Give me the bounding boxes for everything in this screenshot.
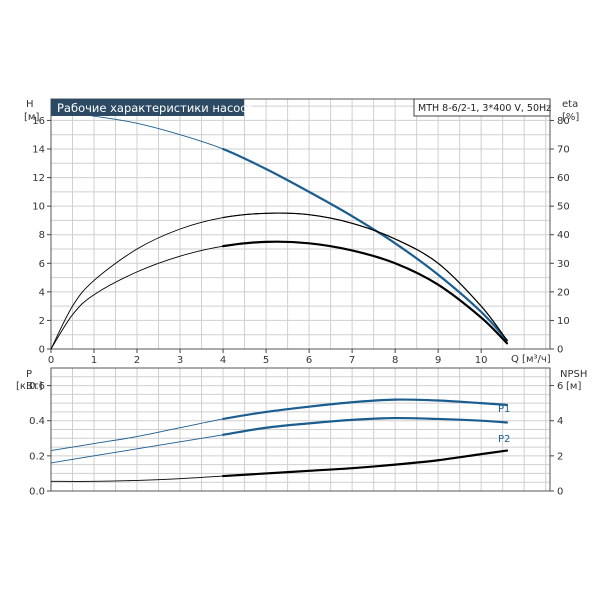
tick-label-x: 5 bbox=[263, 355, 269, 366]
tick-label-left: 10 bbox=[32, 202, 45, 213]
series-line-operating bbox=[221, 147, 509, 342]
tick-label-right: 0 bbox=[557, 345, 563, 356]
tick-label-right: 70 bbox=[557, 145, 570, 156]
tick-label-right: 50 bbox=[557, 202, 570, 213]
series-line-operating bbox=[221, 449, 509, 478]
tick-label-x: 1 bbox=[91, 355, 97, 366]
model-box bbox=[413, 98, 551, 117]
tick-label-x: 9 bbox=[435, 355, 441, 366]
chart-title-bg bbox=[51, 99, 244, 116]
tick-label-right: 80 bbox=[557, 116, 570, 127]
tick-label-right: 4 bbox=[557, 416, 563, 427]
tick-label-x: 3 bbox=[177, 355, 183, 366]
series-line-operating bbox=[222, 212, 508, 342]
tick-label-left: 0.2 bbox=[29, 451, 45, 462]
tick-label-left: 0.6 bbox=[29, 381, 45, 392]
tick-label-x: 0 bbox=[48, 355, 54, 366]
series-label-p2: P2 bbox=[498, 434, 510, 445]
tick-label-x: 6 bbox=[306, 355, 312, 366]
tick-label-right: 40 bbox=[557, 230, 570, 241]
tick-label-x: 7 bbox=[349, 355, 355, 366]
tick-label-left: 14 bbox=[32, 145, 45, 156]
y-right-unit-lower: [м] bbox=[566, 381, 581, 392]
tick-label-right: 60 bbox=[557, 173, 570, 184]
tick-label-right: 30 bbox=[557, 259, 570, 270]
series-line-operating bbox=[221, 398, 509, 421]
tick-label-left: 16 bbox=[32, 116, 45, 127]
y-right-label-upper: eta bbox=[562, 99, 578, 110]
tick-label-x: 8 bbox=[392, 355, 398, 366]
axes bbox=[47, 98, 554, 492]
tick-label-left: 6 bbox=[39, 259, 45, 270]
lower-grid bbox=[50, 367, 550, 492]
plot-frame bbox=[50, 98, 551, 350]
y-right-label-lower: NPSH bbox=[560, 369, 587, 380]
tick-label-right: 10 bbox=[557, 316, 570, 327]
tick-label-x: 4 bbox=[220, 355, 226, 366]
model-label: MTH 8-6/2-1, 3*400 V, 50Hz bbox=[418, 103, 551, 114]
tick-label-right: 0 bbox=[557, 487, 563, 498]
tick-label-x: 10 bbox=[475, 355, 488, 366]
tick-label-left: 0.4 bbox=[29, 416, 45, 427]
y-left-unit-upper: [м] bbox=[24, 112, 39, 123]
y-left-label-upper: H bbox=[26, 99, 34, 110]
y-right-unit-upper: [%] bbox=[562, 112, 579, 123]
tick-label-right: 2 bbox=[557, 451, 563, 462]
series-line-operating bbox=[221, 416, 509, 436]
tick-label-left: 0 bbox=[39, 345, 45, 356]
plot-frame bbox=[50, 367, 551, 492]
tick-label-left: 12 bbox=[32, 173, 45, 184]
y-left-unit-lower: [кВт] bbox=[16, 381, 43, 392]
curves bbox=[50, 111, 509, 482]
tick-label-x: 2 bbox=[134, 355, 140, 366]
series-label-p1: P1 bbox=[498, 404, 510, 415]
tick-label-right: 20 bbox=[557, 287, 570, 298]
chart-title: Рабочие характеристики насоса bbox=[57, 101, 254, 115]
x-axis-label: Q [м³/ч] bbox=[511, 354, 551, 365]
y-left-label-lower: P bbox=[26, 369, 32, 380]
tick-label-left: 4 bbox=[39, 287, 45, 298]
tick-label-left: 0.0 bbox=[29, 487, 45, 498]
tick-label-left: 8 bbox=[39, 230, 45, 241]
tick-label-right: 6 bbox=[557, 381, 563, 392]
tick-label-left: 2 bbox=[39, 316, 45, 327]
series-line-operating bbox=[221, 240, 509, 345]
